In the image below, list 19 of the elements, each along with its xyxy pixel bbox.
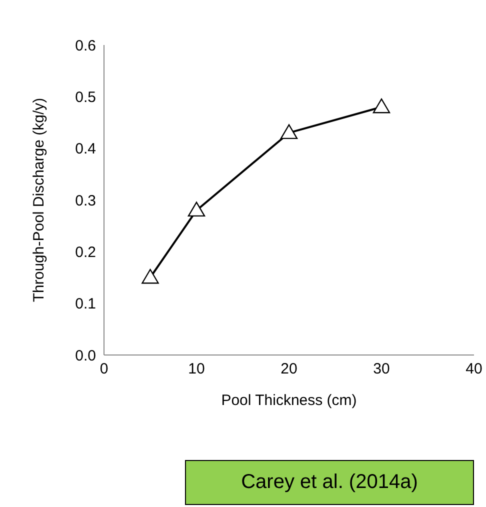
y-tick-label: 0.3 [75,192,96,210]
x-tick-label: 40 [466,360,482,378]
x-tick-label: 30 [373,360,390,378]
y-tick-label: 0.5 [75,88,96,106]
point [372,98,390,114]
y-tick-label: 0.1 [75,296,96,313]
y-tick-label: 0.4 [75,140,96,158]
text: Carey et al. (2014a) [185,460,474,505]
x-tick-label: 20 [280,360,298,378]
y-tick-label: 0.0 [75,347,96,364]
y-axis-title: Through-Pool Discharge (kg/y) [30,98,48,302]
x-axis-title: Pool Thickness (cm) [221,392,357,409]
point [188,202,206,217]
y-tick-label: 0.6 [75,37,96,54]
point [142,268,159,284]
point [280,124,298,140]
x-tick-label: 0 [100,360,108,378]
x-tick-label: 10 [188,360,205,378]
y-tick-label: 0.2 [75,244,96,261]
